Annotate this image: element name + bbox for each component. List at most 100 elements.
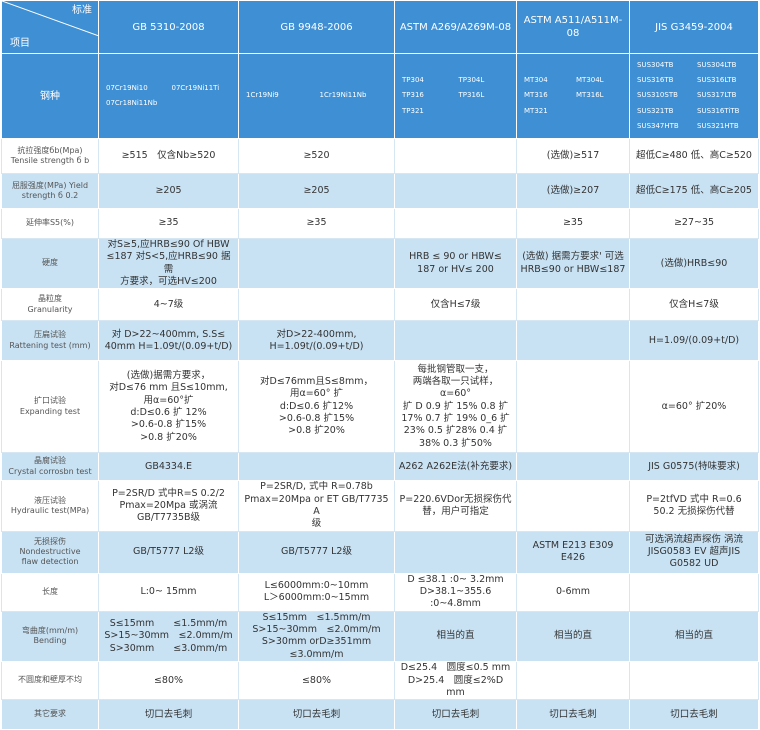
grade: TP321 [402, 106, 424, 115]
grade-column: 07Cr19Ni10 07Cr18Ni11Nb [106, 84, 166, 108]
spec-cell: 对 D>22~400mm, S.S≤ 40mm H=1.09t/(0.09+t/… [98, 320, 239, 362]
row-label: 延伸率S5(%) [1, 208, 99, 239]
spec-cell: L≤6000mm:0~10mm L＞6000mm:0~15mm [238, 572, 395, 612]
spec-cell: 每批钢管取一支， 两端各取一只试样，α=60° 扩 D 0.9 扩 15% 0.… [394, 360, 517, 454]
grade: SUS304TB [637, 61, 674, 70]
spec-cell: ≥205 [238, 173, 395, 209]
spec-cell [629, 661, 759, 701]
grade-column: SUS304TB SUS316TB SUS310STB SUS321TB SUS347H… [637, 61, 691, 130]
spec-cell: 对D≤76mm且S≤8mm， 用α=60° 扩 d:D≤0.6 扩12% >0.… [238, 360, 395, 454]
grade: SUS321HTB [697, 121, 739, 130]
grade: SUS321TB [637, 106, 674, 115]
row-label: 晶粒度 Granularity [1, 288, 99, 322]
spec-cell: GB/T5777 L2级 [98, 530, 239, 574]
spec-cell: GB4334.E [98, 452, 239, 482]
grade: MT321 [524, 106, 548, 115]
grade: 1Cr19Ni11Nb [319, 91, 367, 100]
spec-cell: S≤15mm ≤1.5mm/m S>15~30mm ≤2.0mm/m S>30m… [98, 610, 239, 663]
grade-grid: 07Cr19Ni10 07Cr18Ni11Nb 07Cr19Ni11Ti [102, 84, 235, 108]
spec-cell: 可选涡流超声探伤 涡流 JISG0583 EV 超声JIS G0582 UD [629, 530, 759, 574]
column-header: ASTM A269/A269M-08 [394, 0, 517, 54]
grade-column: 07Cr19Ni11Ti [172, 84, 232, 108]
spec-cell: S≤15mm ≤1.5mm/m S>15~30mm ≤2.0mm/m S>30m… [238, 610, 395, 663]
spec-cell: 切口去毛刺 [394, 699, 517, 730]
grade: SUS304LTB [697, 61, 737, 70]
spec-cell [394, 320, 517, 362]
row-label: 不圆度和壁厚不均 [1, 661, 99, 701]
spec-row: 抗拉强度бb(Mpa) Tensile strength б b ≥515 仅含N… [1, 138, 759, 174]
spec-cell [629, 572, 759, 612]
spec-row: 屈服强度(MPa) Yield strength б 0.2 ≥205 ≥205 (选… [1, 173, 759, 209]
grade-cell: TP304 TP316 TP321 TP304L TP316L [394, 53, 517, 139]
spec-row: 晶腐试验 Crystal corrosbn test GB4334.E A262 A… [1, 452, 759, 482]
spec-cell [516, 360, 630, 454]
spec-cell: A262 A262E法(补充要求) [394, 452, 517, 482]
spec-cell: P=2SR/D, 式中 R=0.78b Pmax=20Mpa or ET GB/… [238, 480, 395, 532]
spec-row: 延伸率S5(%) ≥35 ≥35 ≥35 ≥27~35 [1, 208, 759, 239]
grade: 07Cr19Ni11Ti [171, 83, 220, 92]
spec-cell: (选做)≥207 [516, 173, 630, 209]
spec-cell: 相当的直 [516, 610, 630, 663]
spec-cell: GB/T5777 L2级 [238, 530, 395, 574]
spec-cell [394, 138, 517, 174]
spec-cell [238, 452, 395, 482]
spec-row: 液压试验 Hydraulic test(MPa) P=2SR/D 式中R=S 0.… [1, 480, 759, 532]
spec-cell: 超低C≥480 低、高C≥520 [629, 138, 759, 174]
spec-cell: ≥35 [238, 208, 395, 239]
grade: SUS317LTB [697, 91, 737, 100]
spec-cell: ≥35 [98, 208, 239, 239]
spec-cell: JIS G0575(特味要求) [629, 452, 759, 482]
spec-cell: 对S≥5,应HRB≤90 Of HBW ≤187 对S<5,应HRB≤90 据需… [98, 237, 239, 290]
grade: SUS310STB [637, 91, 678, 100]
spec-cell: ≥205 [98, 173, 239, 209]
grade-cell: 1Cr19Ni9 1Cr19Ni11Nb [238, 53, 395, 139]
spec-cell: ≥35 [516, 208, 630, 239]
grade-column: SUS304LTB SUS316LTB SUS317LTB SUS316TiTB SUS… [697, 61, 751, 130]
spec-cell: 0-6mm [516, 572, 630, 612]
grade: SUS316TiTB [697, 106, 740, 115]
row-label: 钢种 [1, 53, 99, 139]
grade-grid: 1Cr19Ni9 1Cr19Ni11Nb [242, 91, 391, 100]
grade: SUS316LTB [697, 76, 737, 85]
row-label: 屈服强度(MPa) Yield strength б 0.2 [1, 173, 99, 209]
spec-cell [394, 208, 517, 239]
spec-cell: HRB ≤ 90 or HBW≤ 187 or HV≤ 200 [394, 237, 517, 290]
spec-cell [516, 452, 630, 482]
row-label: 弯曲度(mm/m) Bending [1, 610, 99, 663]
spec-cell: L:0~ 15mm [98, 572, 239, 612]
grade-column: MT304 MT316 MT321 [524, 76, 570, 115]
column-header: GB 9948-2006 [238, 0, 395, 54]
spec-row: 压扁试验 Rattening test (mm) 对 D>22~400mm, S.… [1, 320, 759, 362]
grade: MT304 [524, 76, 548, 85]
corner-row-label: 项目 [10, 38, 30, 49]
grade: MT316 [524, 91, 548, 100]
column-header: GB 5310-2008 [98, 0, 239, 54]
spec-cell: 切口去毛刺 [98, 699, 239, 730]
spec-cell: P=2tfVD 式中 R=0.6 50.2 无损探伤代替 [629, 480, 759, 532]
spec-cell: (选做)据需方要求， 对D≤76 mm 且S≤10mm, 用α=60°扩 d:D… [98, 360, 239, 454]
spec-cell: 相当的直 [629, 610, 759, 663]
spec-cell [394, 173, 517, 209]
grade: 1Cr19Ni9 [246, 91, 279, 100]
grades-row: 钢种 07Cr19Ni10 07Cr18Ni11Nb 07Cr19Ni11Ti 1Cr1… [1, 53, 759, 139]
grade-cell: SUS304TB SUS316TB SUS310STB SUS321TB SUS347H… [629, 53, 759, 139]
spec-cell: 仅含H≤7级 [629, 288, 759, 322]
grade-column: TP304L TP316L [459, 76, 510, 115]
column-header: JIS G3459-2004 [629, 0, 759, 54]
grade: TP304L [458, 76, 485, 85]
spec-cell: 对D>22-400mm, H=1.09t/(0.09+t/D) [238, 320, 395, 362]
spec-cell: ≤80% [98, 661, 239, 701]
spec-cell: P=2SR/D 式中R=S 0.2/2 Pmax=20Mpa 或涡流 GB/T7… [98, 480, 239, 532]
grade-grid: MT304 MT316 MT321 MT304L MT316L [520, 76, 626, 115]
spec-row: 扩口试验 Expanding test (选做)据需方要求， 对D≤76 mm 且… [1, 360, 759, 454]
spec-cell: 切口去毛刺 [629, 699, 759, 730]
grade-grid: SUS304TB SUS316TB SUS310STB SUS321TB SUS347H… [633, 61, 755, 130]
spec-cell [238, 237, 395, 290]
grade-column: 1Cr19Ni11Nb [320, 91, 388, 100]
spec-row: 晶粒度 Granularity 4~7级 仅含H≤7级 仅含H≤7级 [1, 288, 759, 322]
row-label: 无损探伤 Nondestructive flaw detection [1, 530, 99, 574]
spec-row: 弯曲度(mm/m) Bending S≤15mm ≤1.5mm/m S>15~30… [1, 610, 759, 663]
